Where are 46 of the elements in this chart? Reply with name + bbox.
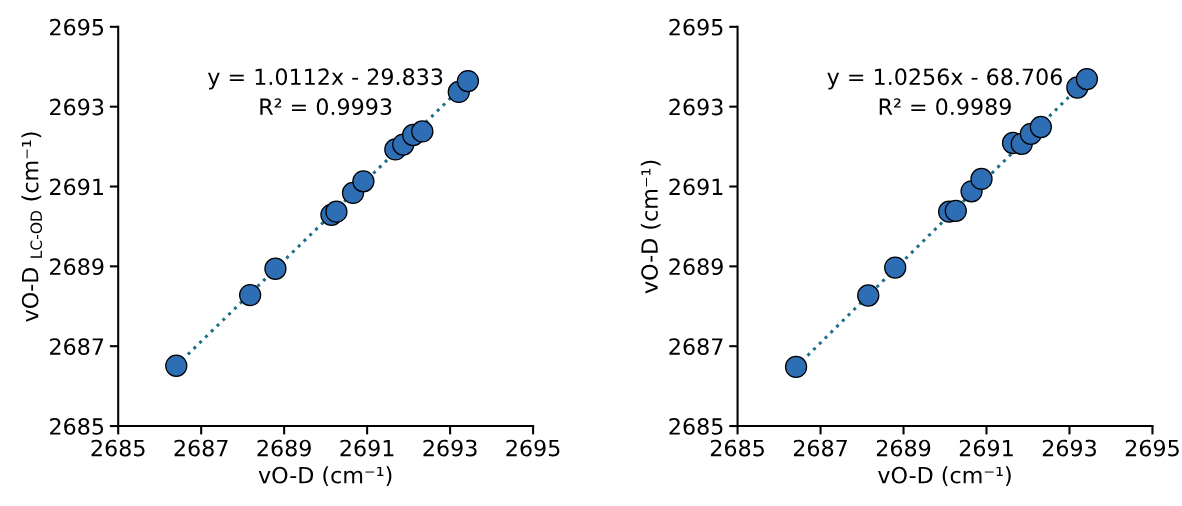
y-tick-label: 2695: [50, 18, 104, 36]
annotation: y = 1.0256x - 68.706: [827, 68, 1062, 90]
annotation: R² = 0.9993: [260, 98, 392, 116]
point: [1029, 115, 1053, 139]
x-tick-label: 2691: [340, 439, 394, 457]
x-tick-label: 2693: [423, 439, 477, 457]
y-tick-label: 2695: [669, 18, 723, 36]
x-tick-label: 2687: [793, 439, 847, 457]
point: [944, 199, 967, 223]
y-tick-label: 2693: [50, 98, 104, 116]
x-tick-label: 2687: [174, 439, 228, 457]
y-tick-label: 2685: [50, 418, 104, 435]
annotation: R² = 0.9989: [879, 98, 1011, 116]
point: [456, 69, 480, 93]
x-axis-title: vO-D (cm⁻¹): [878, 466, 1011, 487]
y-tick-label: 2691: [50, 178, 103, 196]
x-tick-label: 2685: [710, 439, 764, 457]
point: [1075, 67, 1099, 91]
x-tick-label: 2693: [1042, 439, 1096, 457]
point: [352, 170, 375, 193]
y-tick-label: 2689: [669, 258, 723, 276]
x-tick-label: 2691: [959, 439, 1013, 457]
y-tick-label: 2687: [50, 338, 104, 355]
point: [165, 354, 188, 377]
point: [970, 167, 993, 191]
x-axis-title: vO-D (cm⁻¹): [258, 466, 392, 487]
y-axis-title: vO-D (cm⁻¹): [640, 160, 661, 294]
point: [238, 283, 262, 307]
y-tick-label: 2685: [669, 418, 723, 435]
x-tick-label: 2689: [876, 439, 931, 457]
y-axis-title: vO-D $_{LC-OD}$ (cm⁻¹): [21, 132, 43, 322]
y-tick-label: 2687: [669, 338, 723, 355]
x-tick-label: 2695: [506, 439, 560, 457]
point: [264, 257, 287, 280]
point: [411, 120, 434, 143]
y-tick-label: 2691: [669, 178, 723, 196]
point: [884, 256, 907, 279]
point: [857, 284, 880, 307]
point: [784, 355, 808, 379]
y-tick-label: 2693: [669, 98, 723, 116]
annotation: y = 1.0112x - 29.833: [207, 68, 443, 90]
x-tick-label: 2689: [257, 439, 311, 457]
point: [325, 200, 348, 223]
x-tick-label: 2695: [1125, 439, 1179, 457]
x-tick-label: 2685: [91, 439, 145, 457]
y-tick-label: 2689: [50, 258, 104, 276]
